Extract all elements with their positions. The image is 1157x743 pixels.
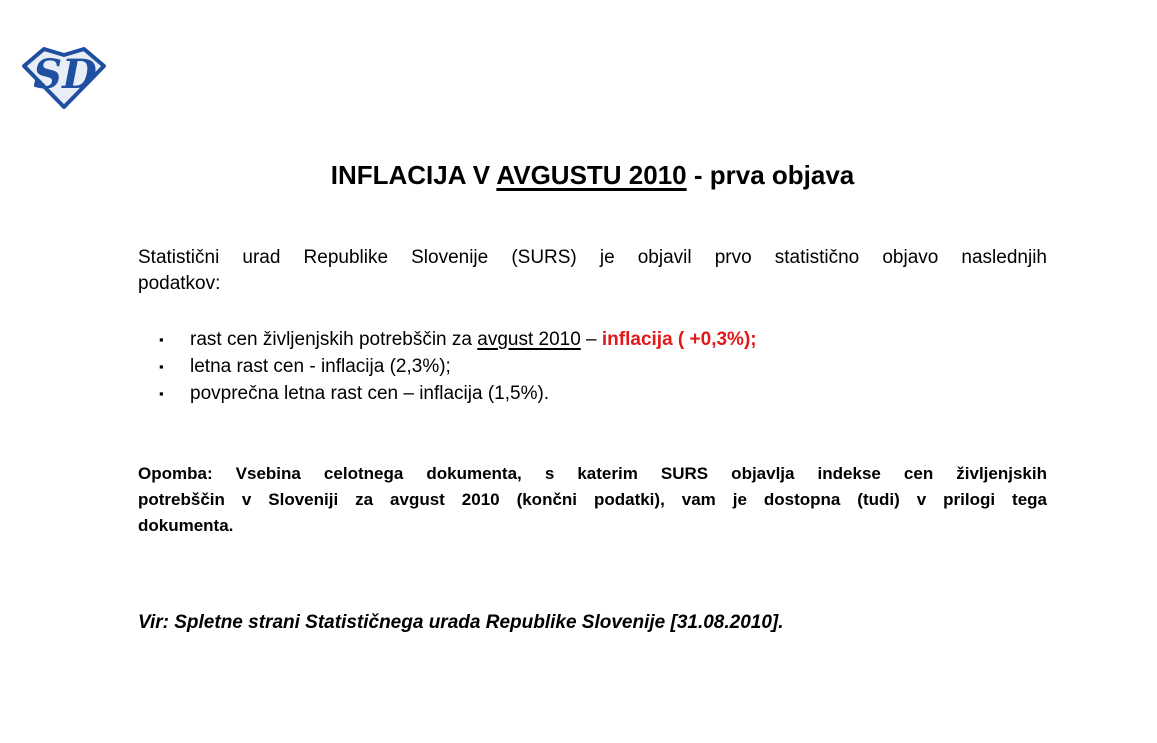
title-underlined: AVGUSTU 2010 (496, 160, 687, 190)
list-item-yearly-inflation: ▪ letna rast cen - inflacija (2,3%); (138, 353, 1047, 380)
note-line-2: potrebščin v Sloveniji za avgust 2010 (k… (138, 490, 1047, 509)
intro-paragraph: Statistični urad Republike Slovenije (SU… (138, 245, 1047, 297)
bullet-1-underlined: avgust 2010 (477, 329, 581, 350)
note-line-1: Opomba: Vsebina celotnega dokumenta, s k… (138, 464, 1047, 483)
bullet-list: ▪ rast cen življenjskih potrebščin za avg… (138, 326, 1047, 407)
note-paragraph: Opomba: Vsebina celotnega dokumenta, s k… (138, 461, 1047, 539)
bullet-1-highlight: inflacija ( +0,3%); (601, 329, 757, 350)
title-prefix: INFLACIJA V (330, 160, 497, 190)
sd-logo-icon: SD (22, 47, 106, 109)
page-title: INFLACIJA V AVGUSTU 2010 - prva objava (138, 156, 1047, 194)
list-item-inflation-august: ▪ rast cen življenjskih potrebščin za avg… (138, 326, 1047, 353)
sd-logo: SD (20, 45, 108, 111)
intro-line-1: Statistični urad Republike Slovenije (SU… (138, 247, 1047, 268)
bullet-icon: ▪ (159, 332, 164, 347)
bullet-2-text: letna rast cen - inflacija (2,3%); (190, 356, 451, 377)
list-item-average-yearly-inflation: ▪ povprečna letna rast cen – inflacija (1… (138, 380, 1047, 407)
bullet-icon: ▪ (159, 359, 164, 374)
note-line-3: dokumenta. (138, 516, 234, 535)
intro-line-2: podatkov: (138, 273, 221, 294)
bullet-1-dash: – (580, 329, 602, 350)
bullet-1-pre: rast cen življenjskih potrebščin za (190, 329, 478, 350)
logo-letters: SD (33, 51, 97, 98)
logo-shield (22, 47, 106, 109)
source-line: Vir: Spletne strani Statističnega urada … (138, 612, 784, 633)
title-suffix: - prva objava (686, 160, 855, 190)
bullet-3-text: povprečna letna rast cen – inflacija (1,… (190, 383, 550, 404)
bullet-icon: ▪ (159, 386, 164, 401)
